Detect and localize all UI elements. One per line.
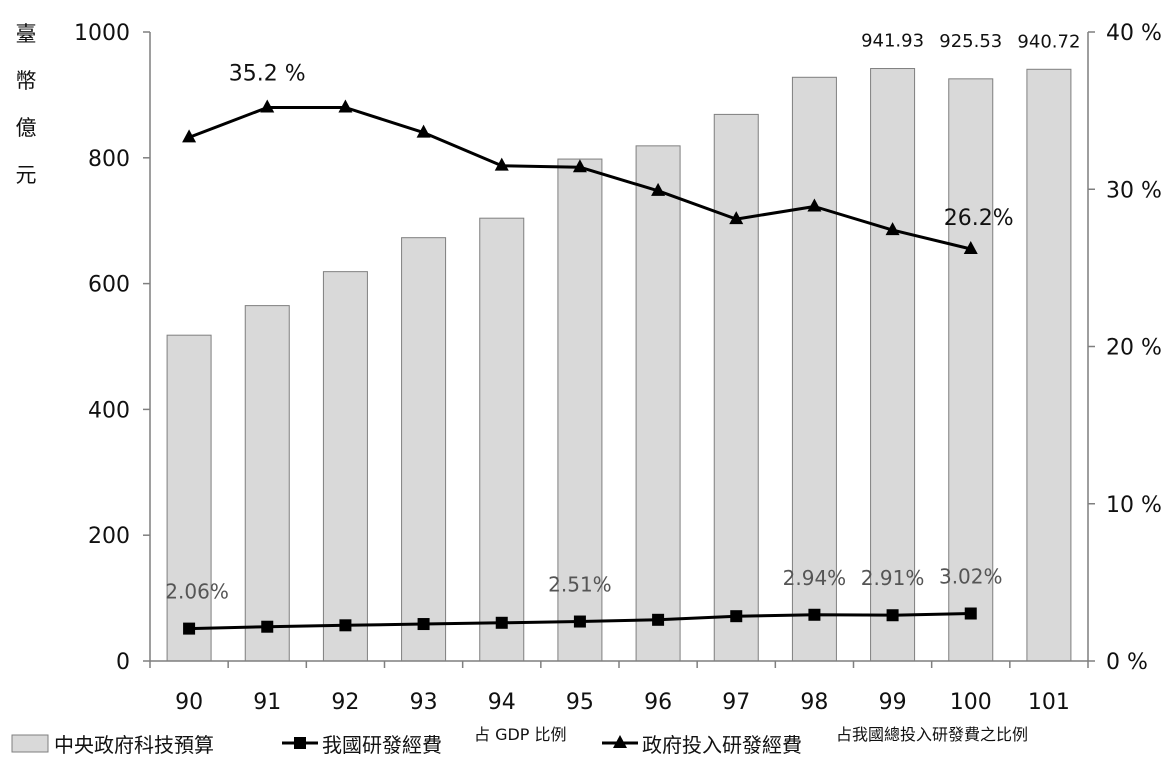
x-tick-label: 92 [331, 690, 359, 715]
x-tick-label: 99 [879, 690, 907, 715]
y-axis-label-char: 億 [16, 116, 37, 140]
legend-swatch-marker [294, 737, 306, 749]
y-axis-label-char: 元 [16, 163, 37, 187]
line-point [651, 182, 666, 196]
line-point [808, 608, 821, 621]
x-tick-label: 98 [800, 690, 828, 715]
gov-line-series [182, 99, 978, 255]
gov-data-label: 35.2 % [229, 61, 306, 86]
bar-data-labels: 941.93 925.53 940.72 [861, 31, 1080, 53]
x-tick-label: 97 [722, 690, 750, 715]
line-point [417, 618, 430, 631]
bar [479, 217, 525, 662]
x-tick-label: 96 [644, 690, 672, 715]
line-point [416, 124, 431, 138]
gdp-data-label: 2.51% [548, 573, 612, 597]
y-tick-labels-right: 0 % 10 % 20 % 30 % 40 % [1088, 21, 1162, 675]
y-tick-label-right: 40 % [1106, 21, 1162, 46]
y-tick-label-right: 30 % [1106, 178, 1162, 203]
y-tick-label-right: 0 % [1106, 650, 1148, 675]
legend-label: 中央政府科技預算 [54, 733, 214, 757]
line-point [260, 99, 275, 113]
y-tick-label-left: 0 [116, 650, 130, 675]
legend-label-suffix: 占 GDP 比例 [474, 725, 567, 744]
bar [635, 145, 681, 662]
bar-data-label: 941.93 [861, 31, 924, 52]
line-point [261, 620, 274, 633]
x-tick-label: 90 [175, 690, 203, 715]
legend-label: 政府投入研發經費 [642, 733, 802, 757]
legend-swatch-marker [613, 735, 627, 748]
legend-swatch-bar [11, 734, 49, 753]
line-point [652, 613, 665, 626]
line-point [885, 222, 900, 236]
bar [713, 113, 759, 662]
bar [557, 158, 603, 662]
line-point [807, 198, 822, 212]
line-point [339, 619, 352, 632]
legend-label-suffix: 占我國總投入研發費之比例 [836, 725, 1028, 744]
bar [244, 305, 290, 662]
y-tick-label-right: 20 % [1106, 336, 1162, 361]
gdp-data-labels: 2.06% 2.51% 2.94% 2.91% 3.02% [165, 565, 1002, 604]
bar [791, 76, 837, 662]
line-point [886, 609, 899, 622]
y-axis-label-char: 臺 [16, 22, 37, 46]
bar [870, 68, 916, 662]
line-point [495, 616, 508, 629]
bar [948, 78, 994, 662]
y-tick-label-left: 1000 [74, 21, 130, 46]
y-tick-label-left: 800 [88, 147, 130, 172]
bar [322, 271, 368, 662]
gov-data-labels: 35.2 % 26.2% [229, 61, 1014, 231]
y-tick-labels-left: 0 200 400 600 800 1000 [74, 21, 150, 675]
x-tick-label: 100 [950, 690, 992, 715]
line-point [572, 159, 587, 173]
line-point [729, 211, 744, 225]
line-point [338, 99, 353, 113]
x-tick-label: 91 [253, 690, 281, 715]
gdp-line-series [183, 607, 977, 635]
gdp-data-label: 2.91% [861, 566, 925, 590]
x-tick-label: 93 [410, 690, 438, 715]
line-point [963, 241, 978, 255]
line-point [964, 607, 977, 620]
y-tick-label-left: 600 [88, 273, 130, 298]
line-point [182, 129, 197, 143]
y-tick-label-left: 200 [88, 524, 130, 549]
x-tick-label: 101 [1028, 690, 1070, 715]
line-point [494, 157, 509, 171]
bar [166, 334, 212, 662]
gov-data-label: 26.2% [944, 206, 1014, 231]
y-tick-label-right: 10 % [1106, 493, 1162, 518]
y-tick-label-left: 400 [88, 398, 130, 423]
bar-data-label: 925.53 [939, 31, 1002, 52]
x-tick-label: 95 [566, 690, 594, 715]
line-point [730, 610, 743, 623]
bar [401, 237, 447, 662]
line-point [183, 622, 196, 635]
gdp-data-label: 2.94% [783, 566, 847, 590]
bar-series [166, 68, 1072, 662]
legend: 中央政府科技預算 我國研發經費 占 GDP 比例 政府投入研發經費 占我國總投入研發費之… [11, 725, 1028, 757]
line-point [573, 615, 586, 628]
x-tick-labels: 90 91 92 93 94 95 96 97 98 99 100 101 [149, 661, 1089, 715]
legend-label: 我國研發經費 [322, 733, 442, 757]
bar [1026, 68, 1072, 662]
y-axis-label-char: 幣 [16, 69, 37, 93]
bar-data-label: 940.72 [1017, 31, 1080, 52]
gdp-data-label: 2.06% [165, 580, 229, 604]
gdp-data-label: 3.02% [939, 565, 1003, 589]
x-tick-label: 94 [488, 690, 516, 715]
